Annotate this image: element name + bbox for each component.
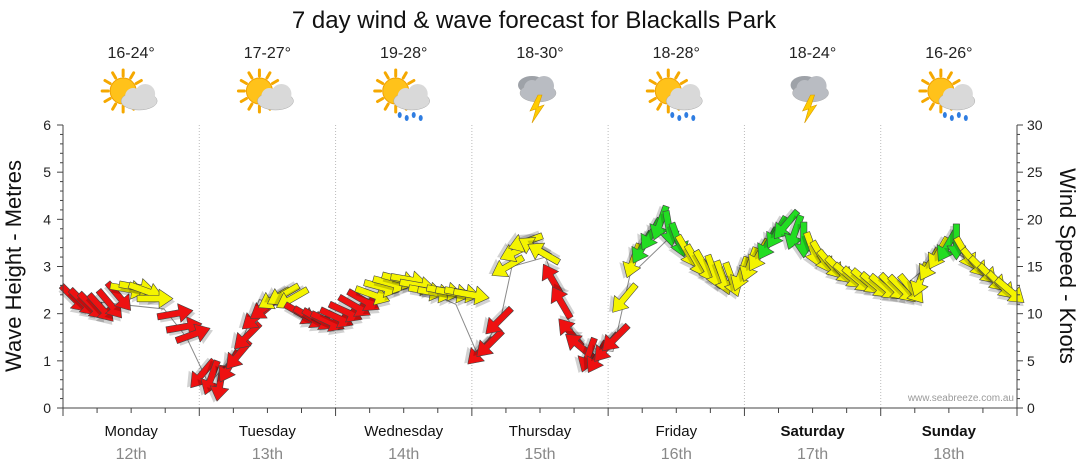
right-tick-label: 20 xyxy=(1027,211,1043,227)
day-name: Wednesday xyxy=(364,423,443,440)
wind-arrow xyxy=(541,260,566,298)
temperature-range: 17-27° xyxy=(244,45,291,62)
temperature-range: 16-24° xyxy=(107,45,154,62)
wind-arrow-body xyxy=(156,303,194,323)
wind-arrow-body xyxy=(452,285,490,306)
sun-cloud-rain-icon xyxy=(918,68,976,121)
temperature-range: 19-28° xyxy=(380,45,427,62)
day-name: Tuesday xyxy=(239,423,296,440)
sun-cloud-rain-icon xyxy=(373,68,430,121)
left-tick-label: 2 xyxy=(43,306,51,322)
wind-arrow-body xyxy=(602,322,631,352)
left-tick-label: 6 xyxy=(43,117,51,133)
day-name: Sunday xyxy=(922,423,977,440)
wind-arrow xyxy=(770,208,801,240)
left-tick-label: 3 xyxy=(43,259,51,275)
watermark: www.seabreeze.com.au xyxy=(907,393,1014,404)
wind-arrow-body xyxy=(527,242,561,266)
plot-axes xyxy=(57,124,1023,416)
wind-arrow xyxy=(527,239,561,266)
wind-arrow-body xyxy=(773,208,801,240)
wind-arrow-body xyxy=(541,263,565,298)
right-tick-label: 15 xyxy=(1027,259,1043,275)
right-axis-title: Wind Speed - Knots xyxy=(1055,168,1080,364)
plot-grid xyxy=(198,125,882,408)
wind-arrow xyxy=(598,322,631,352)
right-tick-label: 10 xyxy=(1027,306,1043,322)
wind-arrow xyxy=(452,285,491,309)
left-tick-label: 1 xyxy=(43,353,51,369)
day-date: 16th xyxy=(661,446,692,463)
wind-arrow xyxy=(550,283,575,320)
weather-icons-row xyxy=(100,68,976,124)
wind-arrow xyxy=(482,305,514,335)
temperature-row: 16-24° 17-27° 19-28° 18-30° 18-28° 18-24° 16-2… xyxy=(107,45,972,62)
temperature-range: 16-26° xyxy=(925,45,972,62)
day-date: 18th xyxy=(933,446,964,463)
day-name: Monday xyxy=(104,423,158,440)
wind-arrow-body xyxy=(200,359,221,396)
wind-arrow-body xyxy=(86,292,114,322)
wind-arrow-body xyxy=(174,323,211,344)
left-tick-label: 0 xyxy=(43,400,51,416)
wind-arrow-body xyxy=(485,305,514,335)
day-date: 15th xyxy=(524,446,555,463)
sun-cloud-rain-icon xyxy=(645,68,703,121)
right-tick-label: 5 xyxy=(1027,353,1035,369)
wind-arrow-body xyxy=(346,288,380,311)
day-date: 17th xyxy=(797,446,828,463)
wind-arrow-body xyxy=(612,282,639,313)
wind-arrow-series xyxy=(58,204,1025,403)
day-date: 13th xyxy=(252,446,283,463)
sun-cloud-icon xyxy=(236,68,294,114)
temperature-range: 18-28° xyxy=(653,45,700,62)
wind-arrow xyxy=(609,282,639,313)
wind-arrow-body xyxy=(784,214,805,250)
wind-arrow-body xyxy=(337,294,371,317)
left-axis-ticks: 0 1 2 3 4 5 6 xyxy=(43,117,51,416)
wind-arrow-body xyxy=(550,286,574,320)
wind-arrow xyxy=(85,292,114,325)
wind-arrow xyxy=(346,288,380,315)
storm-cloud-icon xyxy=(790,76,829,124)
temperature-range: 18-24° xyxy=(789,45,836,62)
wind-arrow-body xyxy=(136,288,174,309)
day-name: Thursday xyxy=(509,423,572,440)
wind-arrow xyxy=(174,323,214,346)
right-tick-label: 25 xyxy=(1027,164,1043,180)
left-tick-label: 5 xyxy=(43,164,51,180)
left-axis-title: Wave Height - Metres xyxy=(1,160,26,372)
wind-arrow xyxy=(156,303,196,325)
storm-cloud-icon xyxy=(518,76,557,124)
day-date: 12th xyxy=(116,446,147,463)
day-name: Friday xyxy=(655,423,697,440)
sun-cloud-icon xyxy=(100,68,158,114)
wind-arrow xyxy=(337,294,371,320)
wind-arrow xyxy=(780,214,805,251)
temperature-range: 18-30° xyxy=(516,45,563,62)
left-tick-label: 4 xyxy=(43,211,51,227)
wind-arrow xyxy=(136,288,176,312)
day-labels: Monday 12th Tuesday 13th Wednesday 14th Thursd… xyxy=(104,423,976,463)
day-date: 14th xyxy=(388,446,419,463)
right-axis-ticks: 0 5 10 15 20 25 30 xyxy=(1027,117,1043,416)
day-name: Saturday xyxy=(780,423,845,440)
chart-title: 7 day wind & wave forecast for Blackalls… xyxy=(292,7,777,34)
right-tick-label: 30 xyxy=(1027,117,1043,133)
right-tick-label: 0 xyxy=(1027,400,1035,416)
